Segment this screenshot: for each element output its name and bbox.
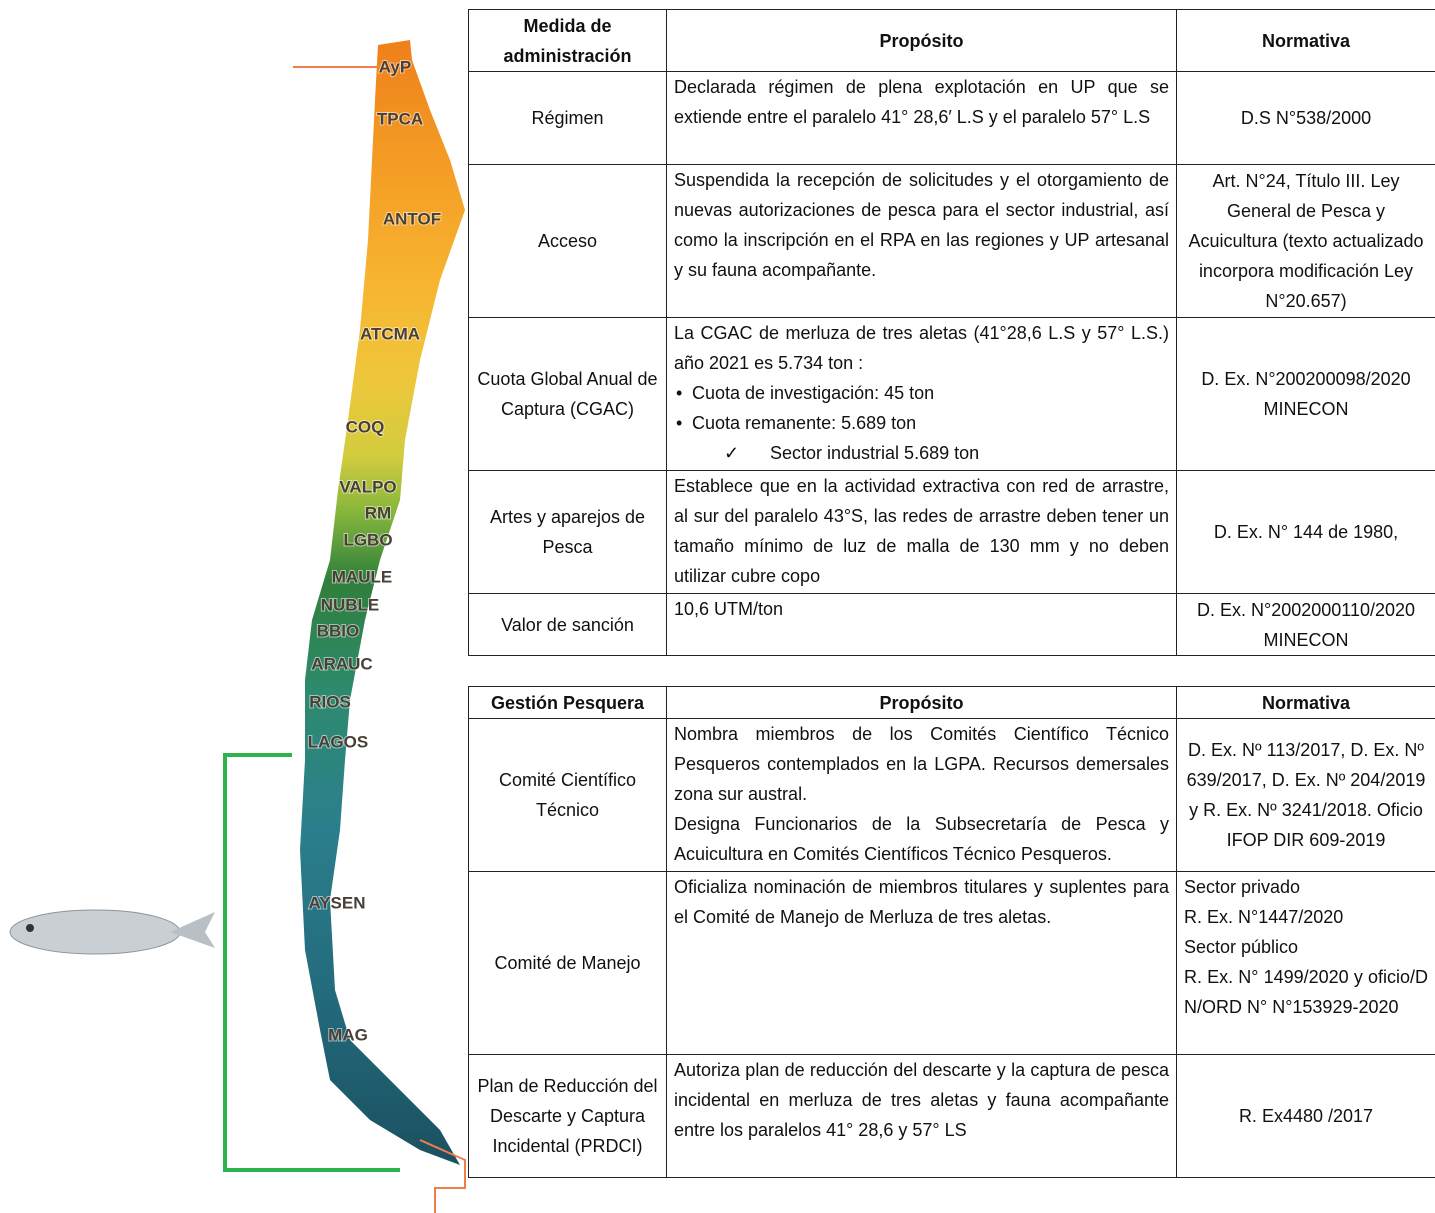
region-label: ANTOF (383, 209, 441, 228)
cell: D. Ex. Nº 113/2017, D. Ex. Nº 639/2017, … (1176, 718, 1435, 872)
cell: R. Ex4480 /2017 (1176, 1054, 1435, 1178)
cell: Sector privado R. Ex. N°1447/2020 Sector p… (1176, 871, 1435, 1055)
cell: Comité de Manejo (468, 871, 667, 1055)
cell: Nombra miembros de los Comités Científic… (666, 718, 1177, 872)
cell: Establece que en la actividad extractiva… (666, 470, 1177, 594)
region-label: LGBO (343, 530, 392, 549)
header-cell: Propósito (666, 686, 1177, 719)
cell: Artes y aparejos de Pesca (468, 470, 667, 594)
cell: Oficializa nominación de miembros titula… (666, 871, 1177, 1055)
cell: La CGAC de merluza de tres aletas (41°28… (666, 317, 1177, 471)
region-label: COQ (346, 417, 385, 436)
region-label: AYSEN (308, 893, 365, 912)
paragraph: Nombra miembros de los Comités Científic… (674, 724, 1169, 804)
check-item: Sector industrial 5.689 ton (674, 438, 1169, 468)
chile-shape (300, 40, 465, 1165)
paragraph: La CGAC de merluza de tres aletas (41°28… (674, 323, 1169, 373)
row: Cuota Global Anual de Captura (CGAC) La C… (468, 317, 1435, 471)
cell: Suspendida la recepción de solicitudes y… (666, 164, 1177, 318)
region-label: NUBLE (321, 595, 380, 614)
cell: D.S N°538/2000 (1176, 71, 1435, 165)
cell: D. Ex. N°2002000110/2020 MINECON (1176, 593, 1435, 656)
region-label: LAGOS (308, 732, 368, 751)
region-label: BBIO (317, 621, 360, 640)
header-cell: Normativa (1176, 686, 1435, 719)
fish (9, 909, 215, 955)
paragraph: Sector público (1184, 937, 1299, 957)
map: AyP TPCA ANTOF ATCMA COQ VALPO RM LGBO MAULE NUBL… (9, 40, 466, 1213)
region-label: ARAUC (311, 654, 372, 673)
header-cell: Normativa (1176, 9, 1435, 72)
row: Comité de Manejo Oficializa nominación de… (468, 871, 1435, 1055)
bullet-item: Cuota remanente: 5.689 ton (674, 408, 1169, 438)
header-row: Medida de administración Propósito Normati… (468, 9, 1435, 72)
cell: D. Ex. N°200200098/2020 MINECON (1176, 317, 1435, 471)
row: Acceso Suspendida la recepción de solicit… (468, 164, 1435, 318)
table: Medida de administración Propósito Normati… (468, 9, 1435, 656)
cell: Declarada régimen de plena explotación e… (666, 71, 1177, 165)
region-label: AyP (379, 57, 411, 76)
row: Plan de Reducción del Descarte y Captura… (468, 1054, 1435, 1178)
cell: Valor de sanción (468, 593, 667, 656)
cell: Plan de Reducción del Descarte y Captura… (468, 1054, 667, 1178)
bullet-item: Cuota de investigación: 45 ton (674, 378, 1169, 408)
header-cell: Gestión Pesquera (468, 686, 667, 719)
header-row: Gestión Pesquera Propósito Normativa (468, 686, 1435, 719)
paragraph: R. Ex. N°1447/2020 (1184, 907, 1344, 927)
row: Régimen Declarada régimen de plena explot… (468, 71, 1435, 165)
cell: 10,6 UTM/ton (666, 593, 1177, 656)
cell: Cuota Global Anual de Captura (CGAC) (468, 317, 667, 471)
cell: D. Ex. N° 144 de 1980, (1176, 470, 1435, 594)
header-cell: Medida de administración (468, 9, 667, 72)
cell: Autoriza plan de reducción del descarte … (666, 1054, 1177, 1178)
region-label: TPCA (377, 109, 423, 128)
bracket (223, 753, 400, 1172)
cell: Art. N°24, Título III. Ley General de Pe… (1176, 164, 1435, 318)
region-label: MAULE (332, 567, 392, 586)
paragraph: Sector privado (1184, 877, 1301, 897)
region-label: RM (365, 503, 391, 522)
region-label: RIOS (309, 692, 351, 711)
region-label: VALPO (339, 477, 396, 496)
header-cell: Propósito (666, 9, 1177, 72)
region-label: ATCMA (360, 324, 420, 343)
paragraph: Designa Funcionarios de la Subsecretaría… (674, 814, 1169, 864)
boundary-line (419, 1139, 466, 1213)
cell: Comité Científico Técnico (468, 718, 667, 872)
table: Gestión Pesquera Propósito Normativa Comité… (468, 686, 1435, 1178)
row: Valor de sanción 10,6 UTM/ton D. Ex. N°200… (468, 593, 1435, 656)
paragraph: R. Ex. N° 1499/2020 y oficio/D N/ORD N° … (1184, 967, 1428, 1017)
cell: Régimen (468, 71, 667, 165)
row: Comité Científico Técnico Nombra miembros… (468, 718, 1435, 872)
row: Artes y aparejos de Pesca Establece que e… (468, 470, 1435, 594)
region-label: MAG (328, 1025, 368, 1044)
cell: Acceso (468, 164, 667, 318)
